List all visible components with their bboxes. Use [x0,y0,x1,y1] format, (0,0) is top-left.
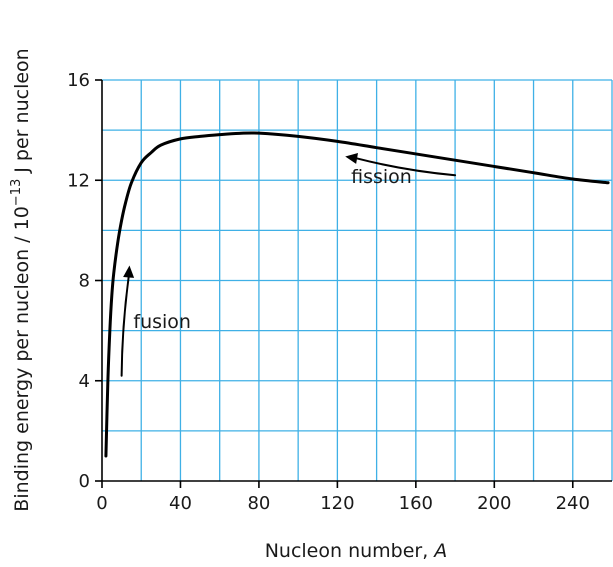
y-axis-title-prefix: Binding energy per nucleon / 10 [11,206,33,512]
x-axis-title-text: Nucleon number, [265,540,435,562]
y-axis-title-exponent: −13 [9,179,24,206]
x-tick-label: 80 [247,493,270,514]
fusion-arrow-shaft [120,276,130,377]
y-axis-title-suffix: J per nucleon [11,48,33,178]
y-tick-label: 0 [79,471,90,492]
fission-label: fission [351,166,412,188]
x-tick-label: 40 [169,493,192,514]
y-tick-label: 4 [79,371,90,392]
x-tick-label: 240 [556,493,590,514]
y-tick-label: 16 [67,70,90,91]
series [104,131,610,458]
x-axis-title: Nucleon number, A [265,540,448,562]
y-axis-title: Binding energy per nucleon / 10−13 J per… [9,48,33,511]
ticks: 0 40 80 120 160 200 240 0 4 8 12 16 [67,70,590,514]
fusion-arrow-head [123,265,135,278]
fission-arrow-head [345,153,358,164]
y-tick-label: 8 [79,271,90,292]
x-tick-label: 160 [399,493,433,514]
fission-arrow-shaft [356,157,457,177]
x-tick-label: 200 [477,493,511,514]
x-tick-label: 0 [96,493,107,514]
x-tick-label: 120 [320,493,354,514]
x-axis-title-variable: A [432,540,447,562]
grid [102,79,613,481]
annotations: fusion fission [120,153,457,377]
y-tick-label: 12 [67,170,90,191]
fusion-label: fusion [133,311,191,333]
binding-energy-curve [104,131,610,458]
